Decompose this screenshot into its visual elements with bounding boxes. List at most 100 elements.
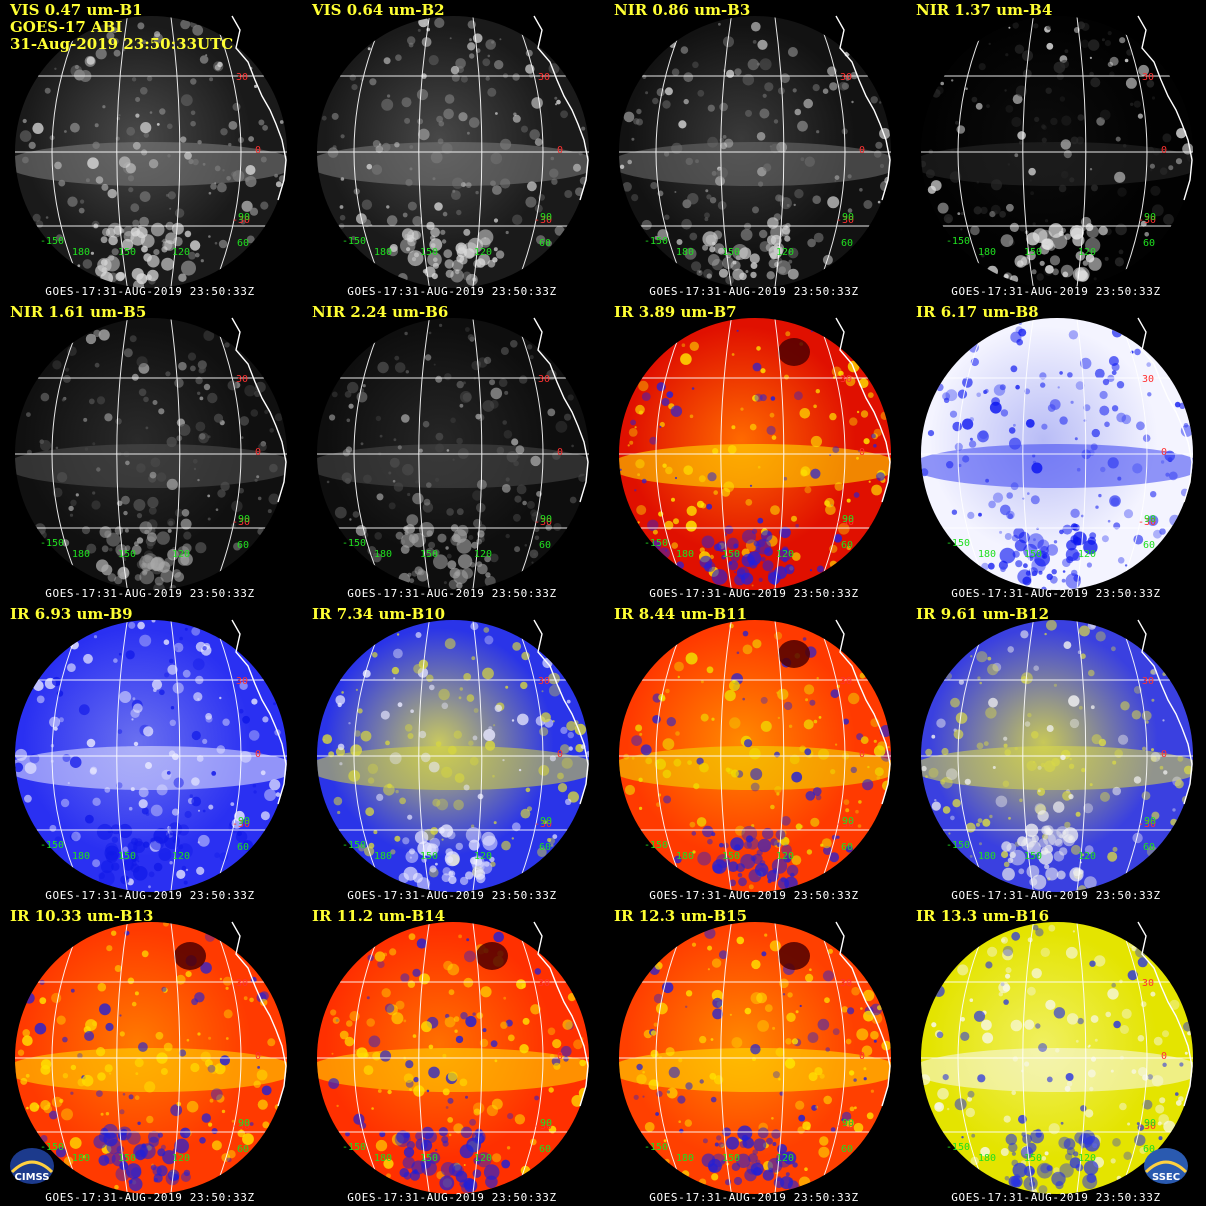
latitude-label: -30: [534, 1121, 553, 1132]
band-title: IR 6.93 um-B9: [10, 605, 133, 623]
longitude-label: 120: [1078, 549, 1097, 560]
earth-disk-image: [619, 15, 891, 288]
latitude-label: 0: [255, 749, 262, 760]
latitude-label: 0: [859, 145, 866, 156]
coastline: [231, 317, 287, 503]
band-title: VIS 0.64 um-B2: [312, 1, 445, 19]
latitude-label: 0: [1161, 749, 1168, 760]
latitude-label: 30: [236, 72, 249, 83]
longitude-label: 90: [238, 1118, 251, 1129]
longitude-label: 180: [72, 851, 91, 862]
latitude-label: 30: [1142, 676, 1155, 687]
latitude-label: -30: [836, 517, 855, 528]
graticule: [317, 922, 589, 1194]
longitude-label: 180: [72, 247, 91, 258]
coastline: [231, 15, 287, 201]
latitude-label: 30: [840, 676, 853, 687]
latitude-label: 30: [538, 72, 551, 83]
latitude-label: 30: [236, 374, 249, 385]
longitude-label: 90: [842, 212, 855, 223]
longitude-label: 90: [540, 1118, 553, 1129]
longitude-label: -150: [342, 1142, 367, 1153]
band-title: IR 13.3 um-B16: [916, 907, 1050, 925]
longitude-label: 120: [1078, 1153, 1097, 1164]
latitude-label: -30: [232, 517, 251, 528]
band-title: IR 10.33 um-B13: [10, 907, 154, 925]
graticule: [921, 318, 1193, 590]
band-title: IR 11.2 um-B14: [312, 907, 446, 925]
longitude-label: 180: [676, 549, 695, 560]
longitude-label: 180: [374, 247, 393, 258]
ssec-logo-icon: SSEC: [1142, 1142, 1190, 1186]
longitude-label: 60: [841, 540, 854, 551]
coastline: [533, 317, 589, 503]
latitude-label: 0: [859, 1051, 866, 1062]
latitude-label: 30: [1142, 978, 1155, 989]
graticule: [15, 318, 287, 590]
longitude-label: 120: [1078, 851, 1097, 862]
latitude-label: 0: [1161, 447, 1168, 458]
latitude-label: -30: [836, 819, 855, 830]
longitude-label: 180: [374, 1153, 393, 1164]
latitude-label: -30: [534, 215, 553, 226]
latitude-label: -30: [1138, 517, 1157, 528]
latitude-label: 30: [236, 978, 249, 989]
earth-disk-image: [15, 317, 287, 590]
band-panel: IR 12.3 um-B15 30 0 -30 -150 180 150 120 90 60 GOE…: [604, 906, 904, 1206]
coastline: [835, 317, 891, 503]
latitude-label: -30: [232, 819, 251, 830]
band-title: IR 9.61 um-B12: [916, 605, 1050, 623]
band-title: IR 8.44 um-B11: [614, 605, 748, 623]
latitude-label: 30: [236, 676, 249, 687]
longitude-label: 180: [72, 549, 91, 560]
earth-disk-image: [317, 317, 589, 590]
svg-text:SSEC: SSEC: [1152, 1172, 1180, 1183]
latitude-label: 30: [1142, 72, 1155, 83]
graticule: [619, 318, 891, 590]
graticule: [619, 620, 891, 892]
longitude-label: 90: [238, 514, 251, 525]
longitude-label: 120: [172, 1153, 191, 1164]
band-title: NIR 0.86 um-B3: [614, 1, 751, 19]
longitude-label: 150: [722, 549, 741, 560]
earth-disk-image: [921, 317, 1193, 590]
longitude-label: 150: [722, 1153, 741, 1164]
latitude-label: 0: [557, 145, 564, 156]
graticule: [15, 620, 287, 892]
longitude-label: 180: [978, 549, 997, 560]
longitude-label: 150: [118, 851, 137, 862]
latitude-label: 0: [1161, 145, 1168, 156]
graticule: [317, 318, 589, 590]
longitude-label: 120: [776, 1153, 795, 1164]
band-title: NIR 2.24 um-B6: [312, 303, 449, 321]
coastline: [835, 15, 891, 201]
panel-timestamp: GOES-17:31-AUG-2019 23:50:33Z: [45, 587, 255, 600]
longitude-label: 150: [420, 851, 439, 862]
longitude-label: 120: [474, 851, 493, 862]
latitude-label: 30: [840, 72, 853, 83]
band-title: IR 12.3 um-B15: [614, 907, 748, 925]
coastline: [1137, 921, 1193, 1107]
latitude-label: 30: [538, 676, 551, 687]
longitude-label: 150: [420, 549, 439, 560]
latitude-label: 0: [255, 145, 262, 156]
panel-timestamp: GOES-17:31-AUG-2019 23:50:33Z: [951, 889, 1161, 902]
longitude-label: 150: [722, 247, 741, 258]
longitude-label: 180: [978, 851, 997, 862]
earth-disk-image: [15, 619, 287, 892]
longitude-label: -150: [946, 1142, 971, 1153]
latitude-label: 0: [557, 1051, 564, 1062]
longitude-label: 90: [842, 816, 855, 827]
longitude-label: 60: [539, 842, 552, 853]
longitude-label: 120: [474, 549, 493, 560]
longitude-label: 90: [238, 816, 251, 827]
longitude-label: 60: [1143, 1144, 1156, 1155]
band-panel: VIS 0.47 um-B1 GOES-17 ABI 31-Aug-2019 23:…: [0, 0, 300, 300]
panel-timestamp: GOES-17:31-AUG-2019 23:50:33Z: [649, 285, 859, 298]
earth-disk-image: [921, 921, 1193, 1194]
longitude-label: -150: [40, 840, 65, 851]
longitude-label: -150: [40, 538, 65, 549]
longitude-label: 90: [540, 816, 553, 827]
coastline: [533, 619, 589, 805]
band-panel: IR 3.89 um-B7 30 0 -30 -150 180 150 120 90 60 GOES…: [604, 302, 904, 602]
